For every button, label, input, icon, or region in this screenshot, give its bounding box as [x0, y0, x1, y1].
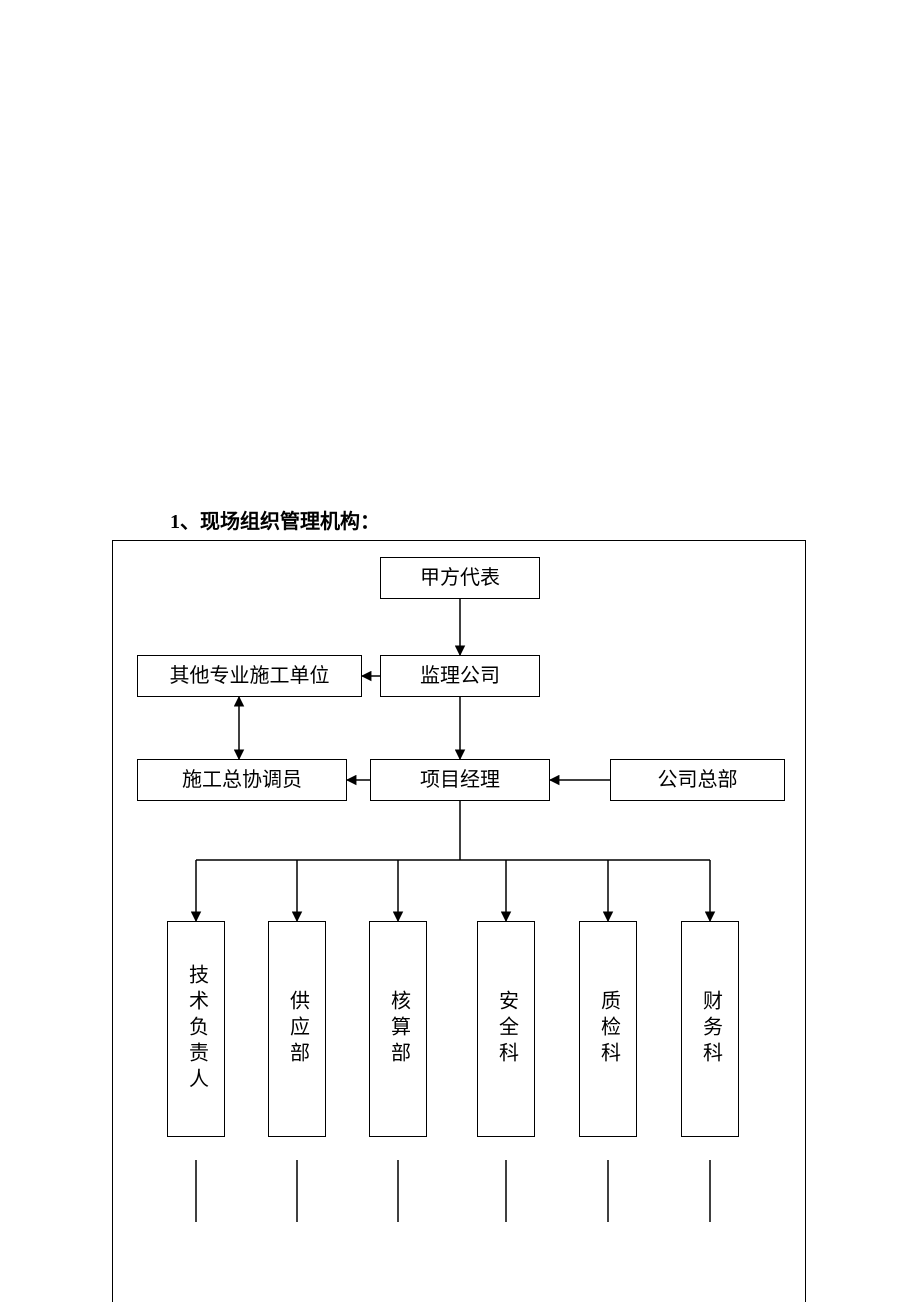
- node-safety: 安全科: [477, 921, 535, 1137]
- node-qc: 质检科: [579, 921, 637, 1137]
- section-heading: 1、现场组织管理机构：: [170, 505, 380, 534]
- node-supervisor: 监理公司: [380, 655, 540, 697]
- node-account: 核算部: [369, 921, 427, 1137]
- node-coordinator: 施工总协调员: [137, 759, 347, 801]
- node-finance: 财务科: [681, 921, 739, 1137]
- node-pm: 项目经理: [370, 759, 550, 801]
- node-supply: 供应部: [268, 921, 326, 1137]
- node-hq: 公司总部: [610, 759, 785, 801]
- node-owner: 甲方代表: [380, 557, 540, 599]
- page-canvas: 1、现场组织管理机构： 甲方代表 其他专业施工单位 监理公司 施工总协调员 项目…: [0, 0, 920, 1302]
- node-other-units: 其他专业施工单位: [137, 655, 362, 697]
- node-tech: 技术负责人: [167, 921, 225, 1137]
